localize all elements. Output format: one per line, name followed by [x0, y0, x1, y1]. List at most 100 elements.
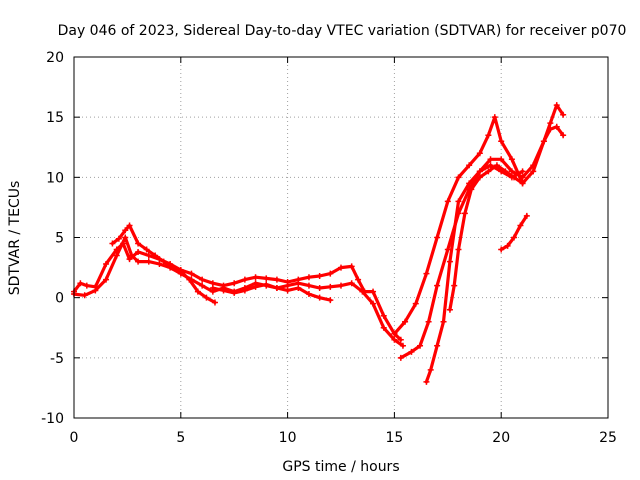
data-point-marker: [485, 132, 492, 139]
data-point-marker: [412, 300, 419, 307]
data-point-marker: [466, 162, 473, 169]
data-point-marker: [109, 240, 116, 247]
data-point-marker: [252, 274, 259, 281]
data-point-marker: [284, 287, 291, 294]
data-point-marker: [211, 299, 218, 306]
data-point-marker: [380, 312, 387, 319]
data-point-marker: [316, 273, 323, 280]
data-point-marker: [519, 168, 526, 175]
data-point-marker: [160, 258, 167, 265]
data-point-marker: [203, 294, 210, 301]
data-point-marker: [455, 198, 462, 205]
data-point-marker: [402, 318, 409, 325]
y-axis-label: SDTVAR / TECUs: [7, 181, 23, 296]
data-point-marker: [560, 132, 567, 139]
data-point-marker: [126, 256, 133, 263]
data-point-marker: [81, 292, 88, 299]
data-point-marker: [498, 156, 505, 163]
data-point-marker: [491, 114, 498, 121]
y-tick-label: 5: [55, 231, 64, 247]
data-point-marker: [502, 168, 509, 175]
data-point-marker: [370, 288, 377, 295]
data-point-marker: [391, 336, 398, 343]
data-point-marker: [194, 288, 201, 295]
data-series: [71, 102, 567, 385]
data-point-marker: [511, 174, 518, 181]
data-point-marker: [188, 270, 195, 277]
data-point-marker: [444, 246, 451, 253]
data-point-marker: [498, 246, 505, 253]
data-point-marker: [476, 174, 483, 181]
data-point-marker: [126, 222, 133, 229]
x-axis-label: GPS time / hours: [282, 459, 399, 475]
data-point-marker: [508, 156, 515, 163]
series-trace-9: [498, 212, 530, 253]
data-point-marker: [487, 156, 494, 163]
data-point-marker: [440, 318, 447, 325]
y-tick-label: 10: [46, 170, 64, 186]
data-point-marker: [519, 180, 526, 187]
data-point-marker: [511, 234, 518, 241]
data-point-marker: [547, 120, 554, 127]
data-point-marker: [461, 210, 468, 217]
data-point-marker: [305, 291, 312, 298]
data-point-marker: [305, 274, 312, 281]
data-point-marker: [504, 242, 511, 249]
data-point-marker: [103, 260, 110, 267]
series-line: [399, 103, 565, 360]
data-point-marker: [77, 280, 84, 287]
data-point-marker: [316, 294, 323, 301]
data-point-marker: [273, 276, 280, 283]
data-point-marker: [468, 186, 475, 193]
data-point-marker: [316, 285, 323, 292]
data-point-marker: [199, 282, 206, 289]
data-point-marker: [508, 168, 515, 175]
series-trace-3: [109, 222, 218, 306]
series-trace-4: [209, 281, 334, 304]
axis-ticks: 0 5 10 15 20 25 -10 -5 0 5 10 15 20: [41, 50, 617, 446]
data-point-marker: [498, 138, 505, 145]
data-point-marker: [446, 306, 453, 313]
y-tick-label: 20: [46, 50, 64, 66]
data-point-marker: [397, 336, 404, 343]
data-point-marker: [327, 283, 334, 290]
data-point-marker: [273, 285, 280, 292]
data-point-marker: [540, 138, 547, 145]
data-point-marker: [241, 287, 248, 294]
data-point-marker: [220, 287, 227, 294]
data-point-marker: [493, 162, 500, 169]
series-line: [499, 214, 529, 252]
data-point-marker: [92, 287, 99, 294]
data-point-marker: [145, 252, 152, 259]
data-point-marker: [444, 198, 451, 205]
data-point-marker: [466, 180, 473, 187]
x-tick-label: 15: [385, 430, 403, 446]
data-point-marker: [434, 234, 441, 241]
data-point-marker: [156, 260, 163, 267]
data-point-marker: [143, 246, 150, 253]
data-point-marker: [145, 258, 152, 265]
data-point-marker: [186, 276, 193, 283]
data-point-marker: [231, 280, 238, 287]
data-point-marker: [355, 276, 362, 283]
data-point-marker: [476, 168, 483, 175]
data-point-marker: [348, 263, 355, 270]
data-point-marker: [327, 270, 334, 277]
data-point-marker: [231, 289, 238, 296]
data-point-marker: [485, 168, 492, 175]
data-point-marker: [417, 342, 424, 349]
grid-lines: [74, 57, 608, 418]
x-tick-label: 25: [599, 430, 617, 446]
data-point-marker: [152, 252, 159, 259]
data-point-marker: [427, 366, 434, 373]
data-point-marker: [434, 342, 441, 349]
series-trace-7: [423, 162, 526, 385]
data-point-marker: [338, 282, 344, 289]
data-point-marker: [252, 283, 259, 290]
data-point-marker: [455, 246, 462, 253]
data-point-marker: [476, 150, 483, 157]
x-tick-label: 20: [492, 430, 510, 446]
data-point-marker: [199, 276, 206, 283]
x-tick-label: 0: [70, 430, 79, 446]
data-point-marker: [83, 282, 90, 289]
